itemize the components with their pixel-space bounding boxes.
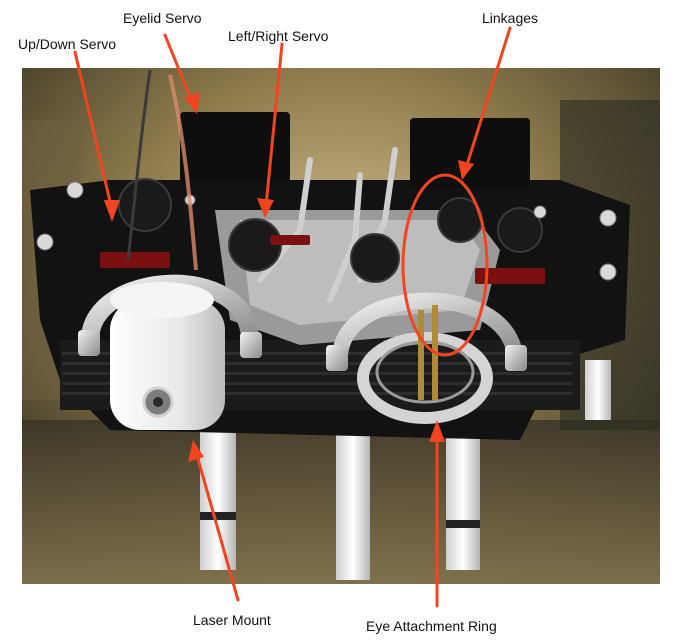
label-eye-attachment-ring: Eye Attachment Ring [366,618,497,634]
callout-arrows [73,26,512,608]
support-legs [200,360,611,580]
label-linkages: Linkages [482,10,539,26]
label-left-right-servo: Left/Right Servo [228,28,329,44]
label-laser-mount: Laser Mount [193,612,271,628]
servo-frame [30,69,630,440]
label-eyelid-servo: Eyelid Servo [123,10,202,26]
label-up-down-servo: Up/Down Servo [18,36,117,52]
laser-mount-assembly [78,274,262,430]
linkages-highlight-oval [401,173,489,357]
